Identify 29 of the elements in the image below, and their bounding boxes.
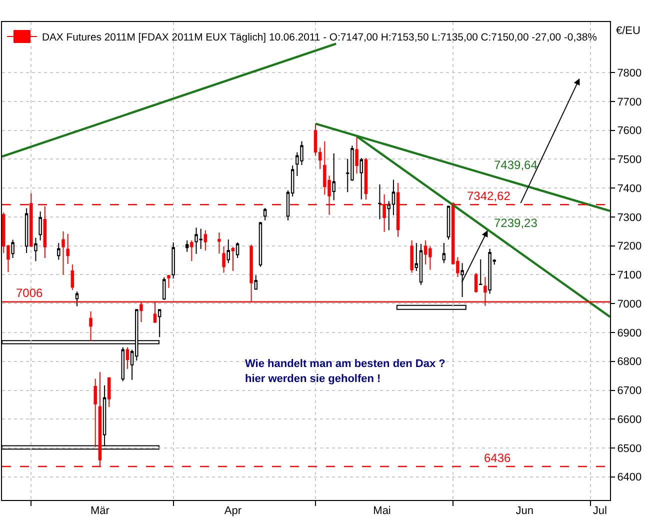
x-tick-label: Apr (224, 505, 242, 518)
annotation: 7239,23 (494, 216, 538, 230)
y-tick-label: 6800 (617, 356, 642, 368)
y-tick-label: 6400 (617, 472, 642, 484)
y-tick-label: 7300 (617, 212, 642, 224)
y-tick-label: 6700 (617, 385, 642, 398)
y-tick-label: 6500 (617, 442, 642, 455)
y-tick-label: 6900 (617, 327, 642, 340)
annotation: hier werden sie geholfen ! (245, 373, 381, 385)
legend-label: DAX Futures 2011M [FDAX 2011M EUX Täglich] 10.06.2011 - O:7147,00 H:7153,50 L:7135,00 C:7150,00 -27,00 -0,38% (42, 32, 597, 44)
annotation: Wie handelt man am besten den Dax ? (245, 358, 446, 370)
x-tick-label: Mai (373, 505, 391, 518)
y-axis-title: €/EU (616, 25, 641, 37)
x-tick-label: Jul (592, 505, 607, 518)
y-tick-label: 7800 (617, 67, 642, 80)
y-tick-label: 7400 (617, 182, 642, 195)
y-tick-label: 7100 (617, 270, 642, 282)
y-tick-label: 7600 (617, 125, 642, 138)
y-tick-label: 7500 (617, 154, 642, 166)
ref-line-label: 7342,62 (467, 189, 511, 203)
annotation: 7439,64 (494, 158, 538, 172)
y-tick-label: 6600 (617, 414, 642, 426)
ref-line-label: 7006 (16, 286, 44, 300)
x-tick-label: Mär (90, 505, 110, 518)
ref-line-label: 6436 (484, 451, 512, 465)
y-tick-label: 7200 (617, 240, 642, 253)
y-tick-label: 7700 (617, 96, 642, 108)
x-tick-label: Jun (516, 505, 534, 518)
y-tick-label: 7000 (617, 298, 642, 310)
